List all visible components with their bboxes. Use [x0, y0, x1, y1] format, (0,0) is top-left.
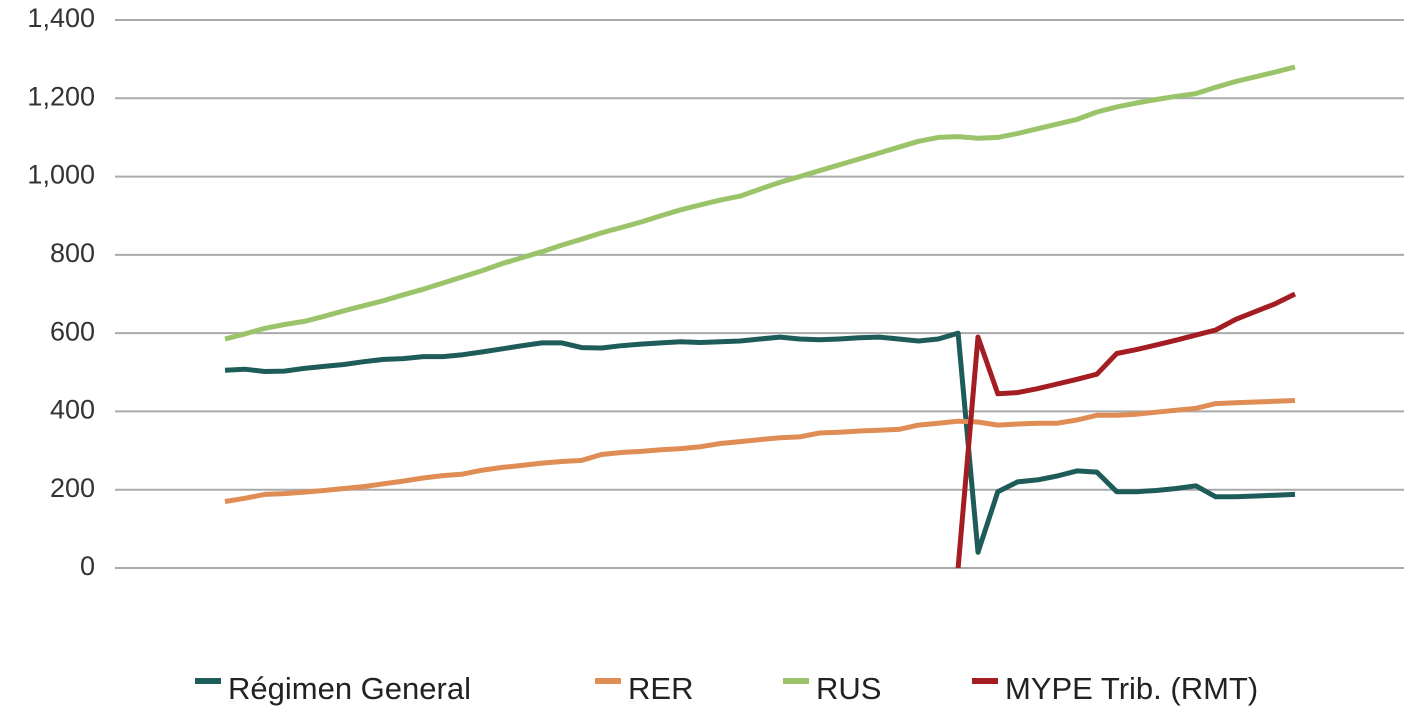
series-line — [224, 330, 1296, 555]
series-line — [224, 398, 1296, 504]
y-tick-label: 1,000 — [27, 160, 95, 190]
y-tick-label: 800 — [50, 238, 95, 268]
y-tick-label: 200 — [50, 473, 95, 503]
legend-label: RER — [628, 671, 693, 706]
y-tick-label: 0 — [80, 551, 95, 581]
y-tick-label: 1,200 — [27, 81, 95, 111]
y-tick-label: 1,400 — [27, 3, 95, 33]
legend: Régimen General RER RUS MYPE Trib. (RMT) — [195, 671, 1258, 706]
y-tick-label: 600 — [50, 316, 95, 346]
legend-label: MYPE Trib. (RMT) — [1005, 671, 1258, 706]
legend-label: RUS — [816, 671, 881, 706]
y-tick-label: 400 — [50, 395, 95, 425]
series-line — [955, 291, 1297, 569]
series-line — [224, 64, 1296, 342]
legend-label: Régimen General — [228, 671, 471, 706]
